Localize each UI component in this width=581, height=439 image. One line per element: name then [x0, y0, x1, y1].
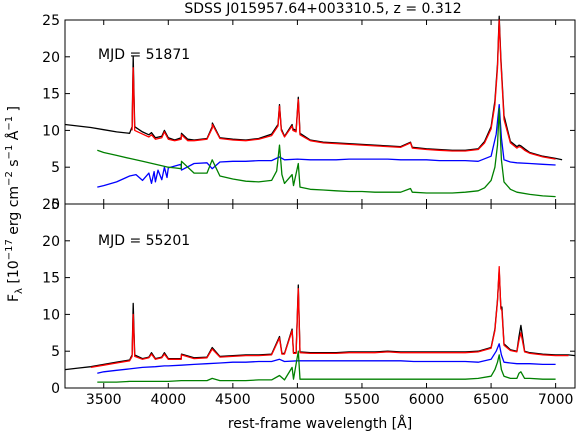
y-label-s: s — [6, 159, 22, 171]
panel-top-series — [64, 15, 563, 198]
y-label-exp3: −1 — [4, 145, 15, 160]
x-tick-label-1: 4000 — [150, 392, 186, 408]
panel-top-label: MJD = 51871 — [98, 47, 190, 63]
y-label-lambda: λ — [14, 288, 25, 294]
panel-0-y-tick-label-2: 10 — [42, 123, 60, 139]
panel-0-y-tick-label-4: 20 — [42, 50, 60, 66]
y-label-open: [10 — [6, 260, 22, 288]
panel-bottom-y-axis: 0 5 10 15 20 25 — [42, 197, 575, 397]
panel-1-y-tick-label-5: 25 — [42, 197, 60, 213]
panel-1-series-line-2 — [97, 343, 556, 374]
panel-top: 0 5 10 15 20 25 MJD = 51871 — [42, 13, 576, 213]
x-tick-label-3: 5000 — [280, 392, 316, 408]
x-tick-label-4: 5500 — [344, 392, 380, 408]
y-label-exp1: −17 — [4, 239, 15, 260]
panel-0-y-tick-label-3: 15 — [42, 87, 60, 103]
panel-top-y-axis: 0 5 10 15 20 25 — [42, 13, 575, 213]
panel-1-y-tick-label-0: 0 — [51, 381, 60, 397]
panel-0-series-line-3 — [97, 107, 556, 198]
panel-1-series-line-1 — [90, 265, 569, 369]
y-label-f: F — [6, 294, 22, 302]
panel-0-y-tick-label-0: 0 — [51, 197, 60, 213]
y-label-ang: Å — [5, 130, 22, 144]
x-tick-label-5: 6000 — [409, 392, 445, 408]
panel-0-series-line-2 — [97, 103, 556, 188]
panel-0-series-line-1 — [131, 19, 556, 160]
y-label-close: ] — [6, 106, 22, 116]
y-label-exp4: −1 — [4, 116, 15, 131]
x-axis-label: rest-frame wavelength [Å] — [228, 415, 412, 432]
chart-title: SDSS J015957.64+003310.5, z = 0.312 — [184, 1, 461, 17]
x-tick-label-6: 6500 — [473, 392, 509, 408]
panel-bottom-x-axis: 3500 4000 4500 5000 5500 6000 6500 7000 — [86, 204, 574, 408]
panel-top-frame — [64, 19, 576, 205]
panel-top-x-ticks — [103, 20, 557, 204]
panel-bottom: 0 5 10 15 20 25 3500 4000 4500 5000 5500 6000 6500 7… — [42, 197, 576, 408]
panel-bottom-series — [64, 265, 576, 383]
y-axis-label: Fλ [10−17 erg cm−2 s−1 Å−1 ] — [4, 106, 25, 302]
panel-0-y-tick-label-1: 5 — [51, 160, 60, 176]
panel-1-y-tick-label-2: 10 — [42, 307, 60, 323]
x-tick-label-7: 7000 — [538, 392, 574, 408]
panel-1-series-line-3 — [97, 350, 556, 383]
panel-1-y-tick-label-1: 5 — [51, 344, 60, 360]
x-tick-label-2: 4500 — [215, 392, 251, 408]
panel-1-y-tick-label-3: 15 — [42, 271, 60, 287]
panel-1-y-tick-label-4: 20 — [42, 234, 60, 250]
panel-bottom-label: MJD = 55201 — [98, 233, 190, 249]
y-label-exp2: −2 — [4, 171, 15, 186]
y-label-erg: erg cm — [6, 186, 22, 239]
x-tick-label-0: 3500 — [86, 392, 122, 408]
panel-0-y-tick-label-5: 25 — [42, 13, 60, 29]
